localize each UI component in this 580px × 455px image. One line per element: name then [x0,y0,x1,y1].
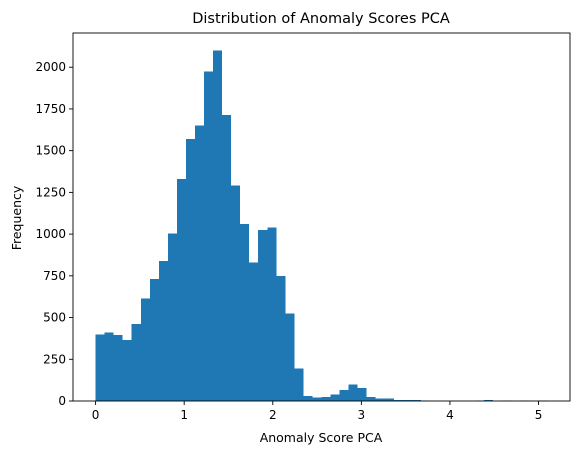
histogram-bar [122,340,132,401]
histogram-bar [312,397,322,401]
histogram-bar [285,313,295,401]
y-tick-label: 0 [58,394,66,408]
histogram-bar [213,50,223,402]
x-tick-label: 0 [92,408,100,422]
histogram-bar [167,233,177,401]
histogram-bar [204,71,214,401]
y-tick-label: 750 [43,269,66,283]
histogram-bar [185,138,195,401]
histogram-bar [249,262,259,401]
histogram-bar [113,335,123,401]
histogram-bar [339,390,349,401]
x-axis-ticks: 0 1 2 3 4 5 [92,401,543,422]
histogram-bar [276,275,286,401]
histogram-bar [95,334,105,401]
chart-title: Distribution of Anomaly Scores PCA [192,11,450,27]
y-tick-label: 500 [43,311,66,325]
y-tick-label: 2000 [35,60,66,74]
x-tick-label: 1 [180,408,188,422]
histogram-bar [231,185,241,401]
histogram-bar [384,398,394,401]
histogram-bar [104,332,114,401]
y-axis-label: Frequency [9,185,24,250]
histogram-bar [194,125,205,401]
histogram-bar [158,260,168,401]
histogram-bar [375,398,385,401]
histogram-bar [321,396,331,401]
histogram-bar [131,324,141,401]
x-tick-label: 5 [535,408,543,422]
plot-frame [72,32,571,402]
histogram-bar [176,179,186,401]
y-tick-label: 1750 [35,102,66,116]
histogram-bar [258,229,268,401]
y-axis-ticks: 0 250 500 750 1000 1250 1500 1750 2000 [35,60,73,408]
histogram-bar [267,227,277,401]
histogram-bar [366,396,376,401]
y-tick-label: 250 [43,352,66,366]
x-axis-label: Anomaly Score PCA [260,430,383,445]
histogram-bar [303,395,313,401]
histogram-bar [222,114,232,402]
histogram-bar [149,279,159,401]
x-tick-label: 2 [269,408,277,422]
y-tick-label: 1500 [35,144,66,158]
x-tick-label: 3 [358,408,366,422]
bars-group [95,50,548,402]
histogram-bar [330,394,340,401]
y-tick-label: 1250 [35,185,66,199]
histogram-bar [357,387,367,401]
histogram-bar [140,298,150,401]
histogram-bar [240,224,250,401]
x-tick-label: 4 [446,408,454,422]
y-tick-label: 1000 [35,227,66,241]
histogram-bar [348,384,358,401]
histogram-bar [294,368,304,401]
